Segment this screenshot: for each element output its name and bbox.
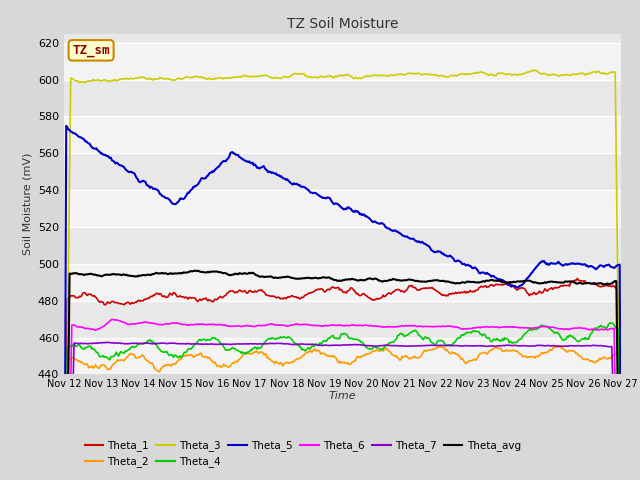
- Title: TZ Soil Moisture: TZ Soil Moisture: [287, 17, 398, 31]
- Bar: [64, 337, 621, 374]
- Y-axis label: Soil Moisture (mV): Soil Moisture (mV): [22, 153, 33, 255]
- Legend: Theta_1, Theta_2, Theta_3, Theta_4, Theta_5, Theta_6, Theta_7, Theta_avg: Theta_1, Theta_2, Theta_3, Theta_4, Thet…: [81, 436, 525, 471]
- Bar: [64, 190, 621, 227]
- Bar: [64, 264, 621, 300]
- Bar: [64, 117, 621, 153]
- Bar: [64, 43, 621, 80]
- X-axis label: Time: Time: [328, 391, 356, 401]
- Text: TZ_sm: TZ_sm: [72, 44, 110, 57]
